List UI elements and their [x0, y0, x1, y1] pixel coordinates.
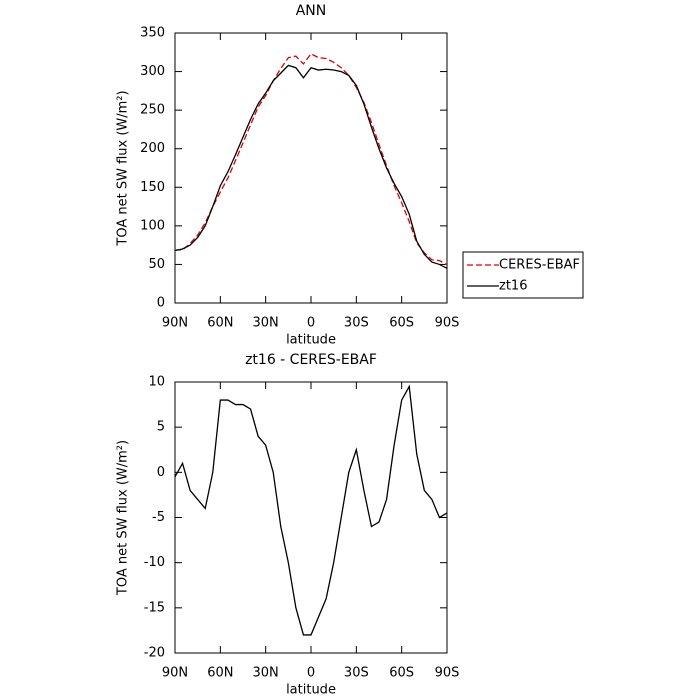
y-axis-label: TOA net SW flux (W/m²) [116, 440, 131, 596]
chart-title: ANN [296, 3, 327, 19]
y-tick-label: -15 [144, 600, 165, 615]
x-tick-label: 90S [435, 666, 460, 681]
y-tick-label: 150 [140, 180, 165, 195]
data-line [174, 64, 448, 269]
legend-box [462, 251, 584, 299]
y-tick-label: -5 [152, 510, 165, 525]
x-tick-label: 30N [253, 666, 279, 681]
x-axis-label: latitude [286, 683, 336, 698]
plot-frame [174, 381, 448, 654]
chart-title: zt16 - CERES-EBAF [245, 352, 377, 368]
x-tick-label: 60N [207, 666, 233, 681]
y-tick-label: 0 [157, 296, 165, 311]
y-tick-label: 200 [140, 141, 165, 156]
x-tick-label: 30N [253, 316, 279, 331]
x-tick-label: 0 [307, 316, 315, 331]
y-tick-label: 10 [148, 375, 165, 390]
x-tick-label: 60S [389, 316, 414, 331]
y-tick-label: 0 [157, 465, 165, 480]
x-tick-label: 60N [207, 316, 233, 331]
y-tick-label: 250 [140, 103, 165, 118]
legend-label: CERES-EBAF [499, 258, 580, 273]
x-tick-label: 90N [162, 666, 188, 681]
y-tick-label: 350 [140, 26, 165, 41]
y-tick-label: -20 [144, 646, 165, 661]
y-axis-label: TOA net SW flux (W/m²) [116, 90, 131, 246]
x-tick-label: 90S [435, 316, 460, 331]
x-tick-label: 30S [344, 666, 369, 681]
x-tick-label: 0 [307, 666, 315, 681]
y-tick-label: 50 [148, 257, 165, 272]
data-line [174, 53, 448, 266]
y-tick-label: 5 [157, 420, 165, 435]
y-tick-label: 100 [140, 218, 165, 233]
y-tick-label: -10 [144, 555, 165, 570]
legend-label: zt16 [499, 279, 527, 294]
x-tick-label: 30S [344, 316, 369, 331]
plot-frame [174, 32, 448, 304]
data-line [174, 384, 448, 636]
x-axis-label: latitude [286, 333, 336, 348]
x-tick-label: 60S [389, 666, 414, 681]
y-tick-label: 300 [140, 64, 165, 79]
x-tick-label: 90N [162, 316, 188, 331]
